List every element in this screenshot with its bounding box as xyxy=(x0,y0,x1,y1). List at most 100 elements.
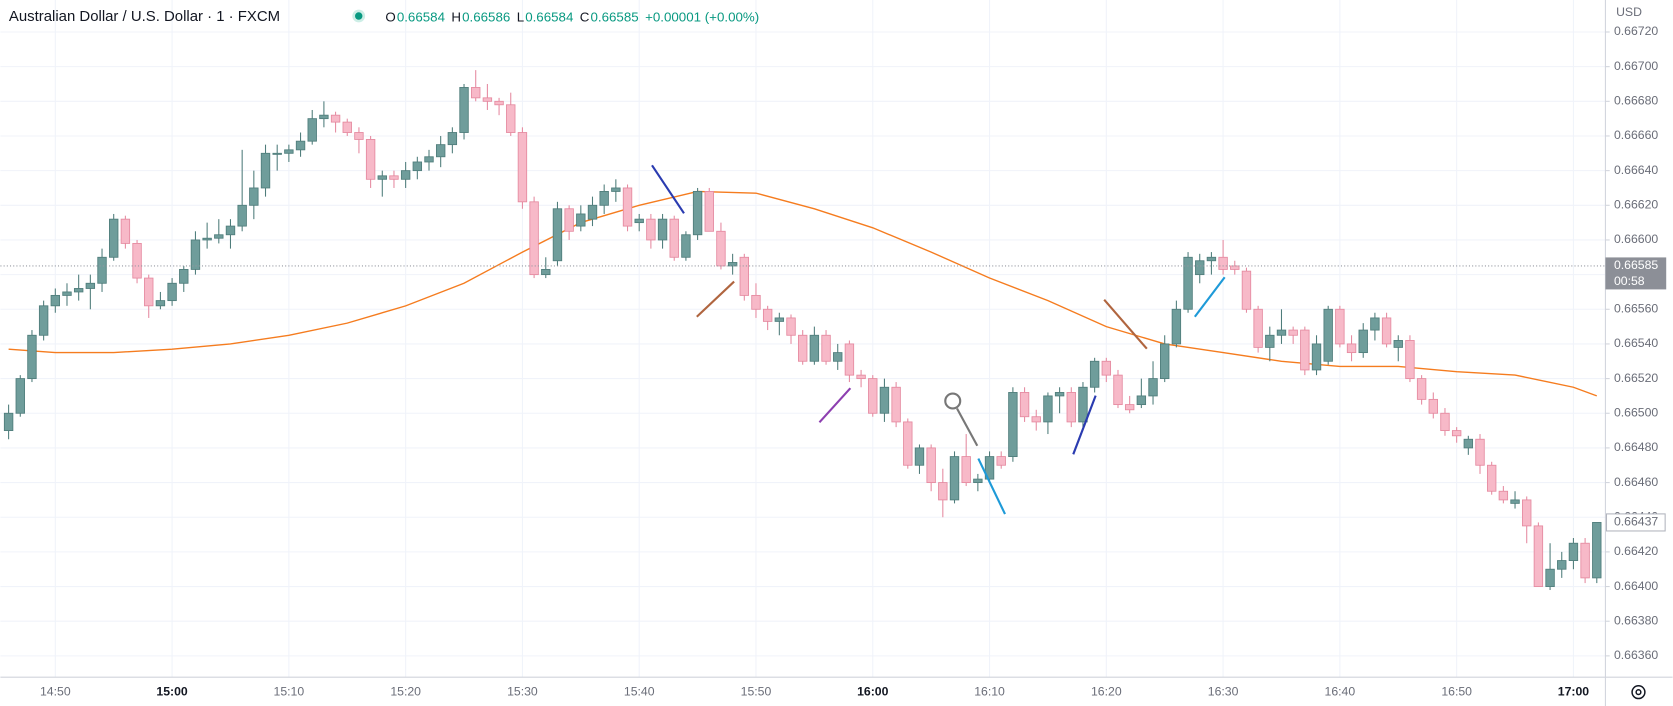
candle-body xyxy=(541,268,551,276)
candle-body xyxy=(798,334,808,362)
candle-body xyxy=(249,187,259,206)
candle-body xyxy=(377,175,387,180)
candle-body xyxy=(50,294,61,307)
candle-body xyxy=(996,456,1006,466)
candle-body xyxy=(1089,360,1100,388)
legend-key: C xyxy=(580,10,590,25)
legend-change: +0.00001 (+0.00%) xyxy=(645,10,759,25)
y-tick-label: 0.66500 xyxy=(1614,405,1658,419)
candle-body xyxy=(307,118,317,142)
candle-body xyxy=(1054,392,1065,397)
candle-body xyxy=(1124,404,1135,411)
settings-icon[interactable] xyxy=(1631,684,1646,700)
y-tick-label: 0.66480 xyxy=(1614,440,1658,454)
trend-line xyxy=(696,280,735,318)
candle-body xyxy=(1265,334,1275,348)
candle-body xyxy=(587,204,598,220)
candle-body xyxy=(459,87,469,133)
y-tick-label: 0.66360 xyxy=(1614,648,1658,662)
candle-body xyxy=(1510,499,1520,504)
candle-body xyxy=(506,104,516,133)
status-dot xyxy=(354,12,363,20)
candle-body xyxy=(914,447,925,466)
candle-body xyxy=(494,100,504,106)
candle-body xyxy=(833,352,843,362)
trend-line xyxy=(818,387,852,424)
candle-body xyxy=(1183,256,1193,310)
legend-key: L xyxy=(517,10,524,25)
candle-body xyxy=(1486,464,1497,492)
candle-body xyxy=(599,191,609,206)
candle-body xyxy=(389,175,399,180)
candle-body xyxy=(1440,412,1450,432)
candle-body xyxy=(1206,256,1217,262)
legend-value: 0.66585 xyxy=(590,10,638,25)
price-tag-label: 0.66585 xyxy=(1614,258,1658,272)
candle-body xyxy=(319,114,329,120)
candle-body xyxy=(1358,329,1368,354)
currency-label[interactable]: USD xyxy=(1616,5,1642,19)
y-tick-label: 0.66660 xyxy=(1614,128,1658,142)
symbol-title: Australian Dollar / U.S. Dollar · 1 · FX… xyxy=(9,8,280,25)
y-tick-label: 0.66520 xyxy=(1614,371,1658,385)
candle-body xyxy=(762,308,773,322)
price-tag xyxy=(1605,513,1666,532)
candle-body xyxy=(646,218,656,241)
candle-body xyxy=(214,234,224,239)
candle-body xyxy=(1078,386,1088,423)
y-tick-label: 0.66400 xyxy=(1614,579,1658,593)
y-tick-label: 0.66620 xyxy=(1614,198,1658,212)
trend-line xyxy=(977,458,1006,515)
candle-body xyxy=(1195,260,1205,276)
y-tick-label: 0.66460 xyxy=(1614,475,1658,489)
candle-body xyxy=(1253,308,1263,348)
legend-key: O xyxy=(385,10,395,25)
candle-body xyxy=(1346,343,1357,354)
x-tick-label: 16:50 xyxy=(1441,684,1472,698)
candle-body xyxy=(295,140,306,151)
candle-body xyxy=(3,412,14,432)
candle-body xyxy=(821,334,831,362)
x-tick-label: 14:50 xyxy=(40,684,71,698)
candle-body xyxy=(786,317,796,336)
candle-body xyxy=(1241,270,1252,310)
y-tick-label: 0.66560 xyxy=(1614,302,1658,316)
y-tick-label: 0.66600 xyxy=(1614,232,1658,246)
candle-body xyxy=(634,218,644,224)
candle-body xyxy=(517,132,528,203)
trend-line xyxy=(651,164,685,214)
trend-line xyxy=(1193,276,1226,318)
candle-body xyxy=(1031,416,1041,423)
candle-body xyxy=(809,334,820,362)
x-tick-label: 17:00 xyxy=(1558,684,1590,698)
candle-body xyxy=(704,191,714,232)
trend-line xyxy=(1103,298,1148,350)
candle-body xyxy=(1335,308,1345,345)
candle-body xyxy=(1381,317,1392,345)
candle-body xyxy=(27,334,37,380)
candle-body xyxy=(435,144,446,158)
candle-body xyxy=(657,218,668,241)
candle-body xyxy=(868,378,878,414)
candle-body xyxy=(1300,329,1310,371)
candle-body xyxy=(1276,329,1287,336)
candle-body xyxy=(155,300,166,307)
candle-body xyxy=(1008,392,1018,458)
x-tick-label: 15:10 xyxy=(274,684,305,698)
y-tick-label: 0.66640 xyxy=(1614,163,1658,177)
candle-body xyxy=(1113,374,1123,406)
candle-body xyxy=(751,294,761,310)
candle-body xyxy=(1475,438,1485,466)
x-tick-label: 16:40 xyxy=(1325,684,1356,698)
candle-body xyxy=(167,282,177,302)
candle-body xyxy=(576,213,586,227)
candle-body xyxy=(611,187,621,192)
legend-key: H xyxy=(451,10,461,25)
candle-body xyxy=(424,156,434,163)
candle-body xyxy=(1160,343,1170,380)
candle-body xyxy=(1323,308,1333,362)
candle-body xyxy=(202,237,212,241)
candle-body xyxy=(949,456,960,501)
candle-body xyxy=(1136,395,1147,406)
candle-body xyxy=(844,343,855,376)
